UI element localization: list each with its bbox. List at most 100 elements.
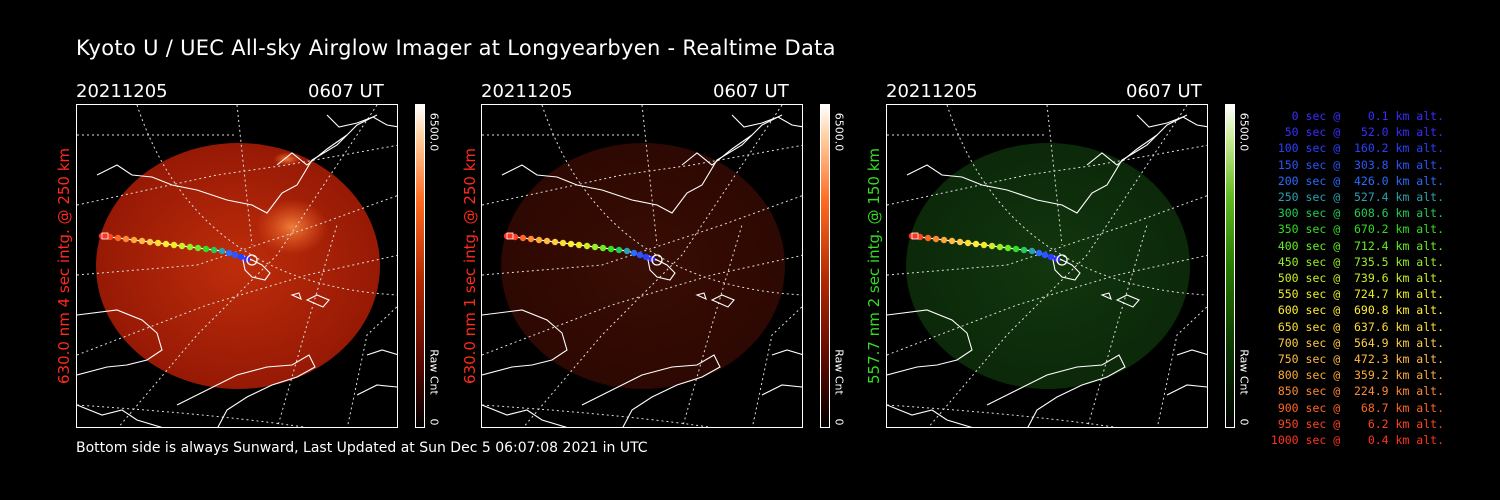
trajectory-point <box>202 245 210 253</box>
trajectory-point <box>178 242 186 250</box>
trajectory-point <box>567 240 575 248</box>
grid-line <box>887 404 1118 427</box>
legend-row: 450 sec @ 735.5 km alt. <box>1270 254 1444 269</box>
trajectory-point <box>940 236 948 244</box>
panel-3-time: 0607 UT <box>1126 81 1202 102</box>
trajectory-point <box>246 254 258 266</box>
grid-line <box>77 195 397 276</box>
trajectory-point <box>972 240 980 248</box>
panel-2-time: 0607 UT <box>713 81 789 102</box>
panel-2-side-label: 630.0 nm 1 sec intg. @ 250 km <box>461 147 479 385</box>
page-title: Kyoto U / UEC All-sky Airglow Imager at … <box>76 36 836 60</box>
panel-1-colorbar <box>415 104 425 428</box>
grid-line <box>136 105 397 296</box>
panel-1-colorbar-labels: 6500.0 Raw Cnt 0 <box>427 104 441 428</box>
aurora-patch <box>256 199 328 255</box>
trajectory-point <box>511 233 519 241</box>
trajectory-point <box>186 243 194 251</box>
coastline <box>276 134 348 166</box>
trajectory-point <box>106 233 114 241</box>
coastline <box>176 354 316 427</box>
grid-line <box>523 105 783 427</box>
trajectory-point <box>225 249 233 257</box>
colorbar-unit: Raw Cnt <box>427 349 441 395</box>
legend-row: 600 sec @ 690.8 km alt. <box>1270 303 1444 318</box>
grid-line <box>346 306 397 427</box>
legend-row: 850 sec @ 224.9 km alt. <box>1270 384 1444 399</box>
grid-line <box>946 105 1207 296</box>
trajectory-point <box>154 239 162 247</box>
legend-row: 550 sec @ 724.7 km alt. <box>1270 287 1444 302</box>
legend-row: 750 sec @ 472.3 km alt. <box>1270 352 1444 367</box>
coastline <box>482 404 568 427</box>
trajectory-point <box>114 234 122 242</box>
coastline <box>887 309 973 376</box>
grid-line <box>887 144 1207 206</box>
trajectory-point <box>130 236 138 244</box>
coastline <box>290 292 302 301</box>
grid-line <box>541 105 802 296</box>
trajectory-point <box>916 233 924 241</box>
legend-row: 1000 sec @ 0.4 km alt. <box>1270 433 1444 448</box>
trajectory-point <box>551 238 559 246</box>
grid-line <box>118 105 378 427</box>
trajectory-point <box>636 251 644 259</box>
coastline <box>581 354 721 427</box>
legend-row: 300 sec @ 608.6 km alt. <box>1270 206 1444 221</box>
colorbar-max: 6500.0 <box>427 112 441 152</box>
grid-line <box>77 254 397 356</box>
legend-row: 400 sec @ 712.4 km alt. <box>1270 238 1444 253</box>
trajectory-point <box>988 242 996 250</box>
trajectory-point <box>146 238 154 246</box>
coastline <box>986 354 1126 427</box>
sky-glow <box>501 143 785 389</box>
trajectory-point <box>527 235 535 243</box>
trajectory-point <box>956 238 964 246</box>
coastline <box>241 254 271 281</box>
panel-3-colorbar-labels: 6500.0 Raw Cnt 0 <box>1237 104 1251 428</box>
grid-line <box>482 195 802 276</box>
grid-line <box>887 254 1207 356</box>
sky-glow <box>96 143 380 389</box>
grid-line <box>1046 105 1063 246</box>
trajectory-point <box>1047 253 1055 261</box>
grid-line <box>482 254 802 356</box>
trajectory-point <box>543 237 551 245</box>
trajectory-point <box>138 237 146 245</box>
coastline <box>1115 294 1140 308</box>
panel-2-date: 20211205 <box>481 81 573 102</box>
legend-row: 500 sec @ 739.6 km alt. <box>1270 271 1444 286</box>
colorbar-unit: Raw Cnt <box>832 349 846 395</box>
panel-1-sky-image <box>76 104 398 428</box>
grid-line <box>1156 306 1207 427</box>
trajectory-point <box>1004 244 1012 252</box>
trajectory-point <box>623 247 631 255</box>
colorbar-max: 6500.0 <box>1237 112 1251 152</box>
trajectory-point <box>1020 246 1028 254</box>
panel-2-sky-image <box>481 104 803 428</box>
legend-row: 0 sec @ 0.1 km alt. <box>1270 109 1444 123</box>
grid-line <box>482 404 713 427</box>
trajectory-point <box>218 247 226 255</box>
coastline <box>77 404 163 427</box>
trajectory-point <box>924 234 932 242</box>
coastline <box>305 294 330 308</box>
trajectory-point <box>210 246 218 254</box>
trajectory-point <box>964 239 972 247</box>
coastline <box>681 134 753 166</box>
legend-row: 200 sec @ 426.0 km alt. <box>1270 173 1444 188</box>
legend-row: 800 sec @ 359.2 km alt. <box>1270 368 1444 383</box>
coastline <box>1136 114 1207 128</box>
panel-3-date: 20211205 <box>886 81 978 102</box>
coastline <box>1100 292 1112 301</box>
legend-row: 700 sec @ 564.9 km alt. <box>1270 335 1444 350</box>
colorbar-max: 6500.0 <box>832 112 846 152</box>
panel-3-side-label: 557.7 nm 2 sec intg. @ 150 km <box>865 147 883 385</box>
trajectory-point <box>170 241 178 249</box>
legend-row: 950 sec @ 6.2 km alt. <box>1270 416 1444 431</box>
coastline <box>1166 349 1207 396</box>
trajectory-point <box>932 235 940 243</box>
trajectory-point <box>1035 249 1043 257</box>
trajectory-point <box>583 242 591 250</box>
coastline <box>710 294 735 308</box>
